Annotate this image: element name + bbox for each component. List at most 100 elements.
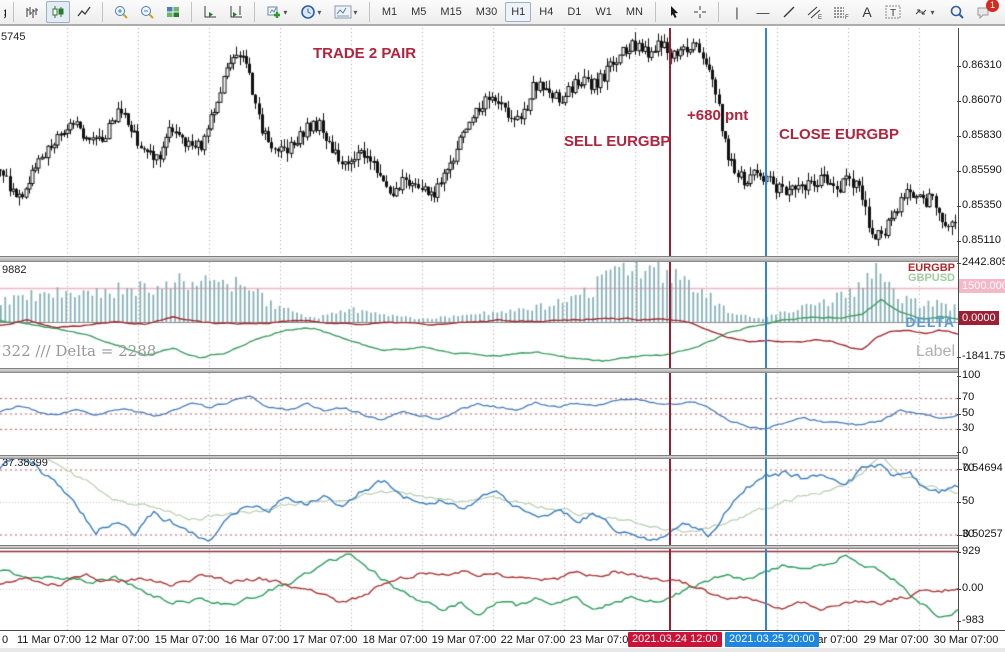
rsi-axis-label: 0 [956, 445, 969, 457]
new-chart-icon[interactable]: ▾ [261, 1, 293, 23]
text-tool-icon[interactable]: A [855, 1, 879, 23]
annotation-sell-eurgbp: SELL EURGBP [564, 133, 671, 150]
annotation-profit-points: +680 pnt [687, 107, 749, 124]
time-axis: 0 11 Mar 07:00 12 Mar 07:00 15 Mar 07:00… [0, 630, 1005, 648]
time-label: 23 Mar 07:0 [569, 634, 629, 646]
panel-resize-separator[interactable] [0, 368, 1005, 373]
timeframe-h4[interactable]: H4 [533, 2, 559, 22]
bottom-strip [0, 648, 1005, 652]
time-label: 15 Mar 07:00 [154, 634, 220, 646]
zoom-in-icon[interactable] [109, 1, 133, 23]
timeframe-mn[interactable]: MN [620, 2, 649, 22]
rsi-axis-label: 100 [956, 369, 981, 381]
delta-axis-top: 2442.8054 [957, 256, 1005, 268]
annotation-close-eurgbp: CLOSE EURGBP [779, 126, 900, 143]
stochastic-indicator-panel[interactable] [0, 459, 958, 545]
toolbar-separator [718, 2, 719, 22]
time-label: 29 Mar 07:00 [863, 634, 929, 646]
auto-scroll-icon[interactable] [198, 1, 222, 23]
toolbar-separator [12, 2, 14, 22]
toolbar-separator [190, 2, 192, 22]
notifications-icon[interactable]: 1 [971, 0, 999, 23]
timeframe-m30[interactable]: M30 [470, 2, 503, 22]
toolbar: oTrading ▾ [0, 0, 1005, 26]
period-clock-icon[interactable]: ▾ [295, 1, 327, 23]
series-label-delta: DELTA [905, 314, 955, 330]
price-axis-label: 0.85590 [957, 164, 1002, 176]
rsi-indicator-panel[interactable] [0, 373, 958, 455]
series-label-eurgbp: EURGBP [907, 262, 955, 274]
ohlc-partial-label: 5745 [1, 31, 26, 43]
time-label: 12 Mar 07:00 [84, 634, 150, 646]
sell-event-vertical-line[interactable] [669, 28, 671, 630]
svg-text:E: E [818, 15, 822, 20]
autotrading-button[interactable]: oTrading [4, 5, 7, 19]
price-axis-label: 0.85110 [957, 234, 1001, 246]
arrows-tool-icon[interactable]: ▾ [907, 1, 941, 23]
sto-axis-bottom-value: 0.50257 [958, 528, 1003, 540]
trendline-tool-icon[interactable] [777, 1, 801, 23]
tile-windows-icon[interactable] [161, 1, 185, 23]
channel-tool-icon[interactable]: E [803, 1, 827, 23]
stochastic-value-label: 37.38399 [2, 457, 48, 469]
panel-resize-separator[interactable] [0, 256, 1005, 262]
close-event-vertical-line[interactable] [765, 28, 767, 630]
time-label: 17 Mar 07:00 [292, 634, 358, 646]
timeframe-d1[interactable]: D1 [561, 2, 587, 22]
price-chart-panel[interactable] [0, 28, 958, 256]
timeframe-m15[interactable]: M15 [434, 2, 467, 22]
delta-top-value: 9882 [2, 264, 27, 276]
timeframe-w1[interactable]: W1 [589, 2, 618, 22]
timeframe-m1[interactable]: M1 [376, 2, 403, 22]
toolbar-separator [655, 2, 656, 22]
fibonacci-tool-icon[interactable]: F [829, 1, 853, 23]
chart-shift-icon[interactable] [224, 1, 248, 23]
sell-time-badge: 2021.03.24 12:00 [628, 632, 722, 647]
price-axis-label: 0.86310 [957, 59, 1002, 71]
vertical-line-tool-icon[interactable]: | [725, 1, 749, 23]
time-label: 19 Mar 07:00 [431, 634, 497, 646]
series-label-gbpusd: GBPUSD [907, 272, 955, 284]
timeframe-h1[interactable]: H1 [505, 2, 532, 22]
time-label: 22 Mar 07:00 [500, 634, 566, 646]
sto-axis-mid: 50 [956, 495, 975, 507]
rsi-axis-label: 30 [956, 422, 975, 434]
toolbar-separator [253, 2, 255, 22]
delta-indicator-panel[interactable] [0, 262, 958, 368]
zoom-out-icon[interactable] [135, 1, 159, 23]
timeframe-m5[interactable]: M5 [405, 2, 432, 22]
panel-resize-separator[interactable] [0, 545, 1005, 549]
bar-chart-icon[interactable] [20, 1, 44, 23]
template-icon[interactable]: ▾ [329, 1, 363, 23]
panel-resize-separator[interactable] [0, 455, 1005, 459]
osc-axis-label: 929 [956, 545, 981, 557]
notification-count-badge: 1 [986, 0, 999, 12]
chevron-down-icon: ▾ [353, 7, 358, 17]
sto-axis-top-value: 0.54694 [958, 462, 1003, 474]
chevron-down-icon: ▾ [930, 7, 935, 17]
toolbar-separator [368, 2, 370, 22]
oscillator-indicator-panel[interactable] [0, 549, 958, 630]
delta-axis-bottom: -1841.7526 [957, 350, 1005, 362]
text-label-tool-icon[interactable]: T [881, 1, 905, 23]
time-label: 11 Mar 07:00 [16, 634, 82, 646]
delta-level-badge-1500: 1500.0000 [959, 279, 1005, 293]
close-time-badge: 2021.03.25 20:00 [725, 632, 819, 647]
crosshair-icon[interactable] [688, 1, 712, 23]
rsi-axis-label: 50 [956, 407, 975, 419]
time-label: 16 Mar 07:00 [224, 634, 290, 646]
line-chart-icon[interactable] [72, 1, 96, 23]
cursor-icon[interactable] [662, 1, 686, 23]
price-axis-label: 0.85830 [957, 129, 1002, 141]
delta-level-badge-zero: 0.0000 [959, 311, 999, 325]
price-axis-label: 0.85350 [957, 199, 1002, 211]
horizontal-line-tool-icon[interactable]: — [751, 1, 775, 23]
candlestick-chart-icon[interactable] [45, 1, 70, 23]
svg-text:T: T [890, 8, 896, 19]
time-label: 30 Mar 07:00 [933, 634, 999, 646]
rsi-axis-label: 70 [956, 391, 975, 403]
toolbar-separator [101, 2, 103, 22]
osc-axis-label: 0.00 [956, 582, 984, 594]
search-icon[interactable] [945, 1, 969, 23]
